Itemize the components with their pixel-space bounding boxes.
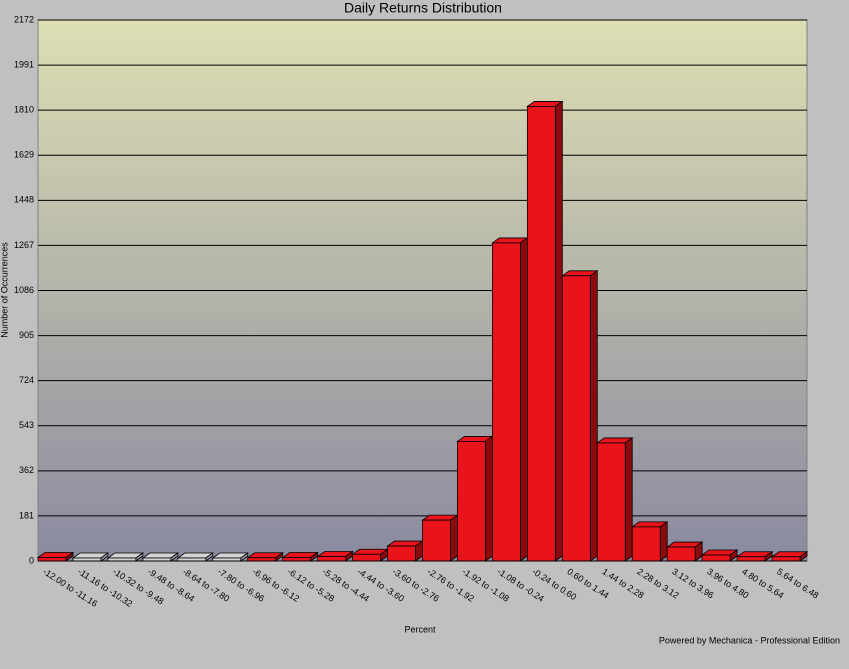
bar-side: [485, 435, 493, 562]
bar: [352, 553, 381, 562]
y-tick-label: 905: [19, 330, 34, 340]
y-tick-label: 0: [29, 555, 34, 565]
bar: [771, 556, 801, 562]
bar-side: [624, 437, 633, 562]
bar: [666, 546, 696, 562]
bar-side: [589, 270, 598, 562]
bar-side: [659, 521, 668, 562]
y-tick-label: 1448: [14, 195, 34, 205]
y-tick-label: 181: [19, 510, 34, 520]
y-tick-label: 1629: [14, 150, 34, 160]
bar-side: [554, 100, 563, 562]
y-tick-label: 1086: [14, 285, 34, 295]
y-axis-label: Number of Occurrences: [0, 242, 9, 338]
bar: [596, 442, 626, 562]
x-axis-label: Percent: [404, 624, 436, 634]
bar: [561, 275, 591, 562]
y-tick-label: 2172: [14, 14, 34, 24]
y-tick-label: 1991: [14, 59, 34, 69]
bar: [526, 106, 556, 562]
bar: [37, 557, 67, 562]
bar: [457, 441, 486, 562]
y-tick-label: 362: [19, 465, 34, 475]
bar: [282, 557, 312, 562]
chart-title: Daily Returns Distribution: [344, 0, 502, 16]
bar: [492, 242, 521, 562]
y-tick-label: 543: [19, 420, 34, 430]
bar-side: [519, 237, 528, 562]
footer: Powered by Mechanica - Professional Edit…: [659, 635, 840, 645]
y-tick-label: 724: [19, 375, 34, 385]
bar: [701, 554, 731, 562]
bar-side: [450, 514, 458, 562]
bar: [631, 526, 661, 562]
y-tick-label: 1267: [14, 240, 34, 250]
bar: [387, 545, 416, 562]
y-tick-label: 1810: [14, 105, 34, 115]
bar: [317, 556, 346, 562]
bar: [422, 519, 451, 562]
bar: [736, 556, 766, 562]
